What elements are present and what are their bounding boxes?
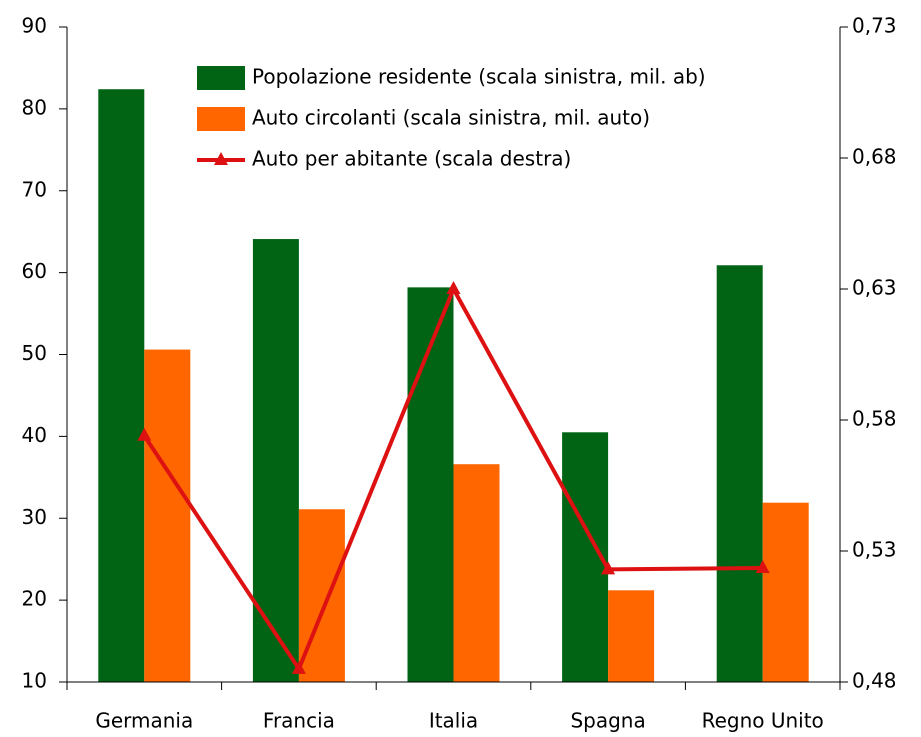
legend-label: Popolazione residente (scala sinistra, m… [252, 65, 706, 89]
x-tick-label: Francia [263, 709, 335, 733]
x-tick-label: Italia [429, 709, 478, 733]
legend-label: Auto per abitante (scala destra) [252, 147, 571, 171]
bar [407, 287, 454, 682]
bar [144, 349, 191, 682]
bar [608, 590, 655, 682]
y2-tick-label: 0,48 [852, 669, 897, 693]
y-tick-label: 10 [22, 669, 47, 693]
bar [98, 89, 145, 683]
bar [453, 464, 500, 682]
y2-tick-label: 0,73 [852, 14, 897, 38]
marker [291, 660, 306, 674]
marker [601, 561, 616, 575]
bar [716, 265, 763, 682]
marker [137, 427, 152, 441]
y-tick-label: 60 [22, 259, 47, 283]
marker [446, 281, 461, 294]
legend-swatch [197, 107, 245, 131]
y-tick-label: 50 [22, 341, 47, 365]
y2-tick-label: 0,68 [852, 145, 897, 169]
legend-marker [214, 152, 228, 165]
y-tick-label: 70 [22, 177, 47, 201]
y-tick-label: 20 [22, 587, 47, 611]
y2-tick-label: 0,58 [852, 407, 897, 431]
x-tick-label: Germania [95, 709, 193, 733]
legend-swatch [197, 66, 245, 90]
y2-tick-label: 0,63 [852, 276, 897, 300]
y-tick-label: 40 [22, 423, 47, 447]
marker [755, 560, 770, 574]
y-tick-label: 30 [22, 505, 47, 529]
bar [252, 239, 299, 682]
x-tick-label: Spagna [570, 709, 645, 733]
y-tick-label: 80 [22, 95, 47, 119]
y2-tick-label: 0,53 [852, 538, 897, 562]
x-tick-label: Regno Unito [702, 709, 824, 733]
bar [762, 502, 809, 682]
legend-label: Auto circolanti (scala sinistra, mil. au… [252, 106, 650, 130]
y-tick-label: 90 [22, 14, 47, 38]
